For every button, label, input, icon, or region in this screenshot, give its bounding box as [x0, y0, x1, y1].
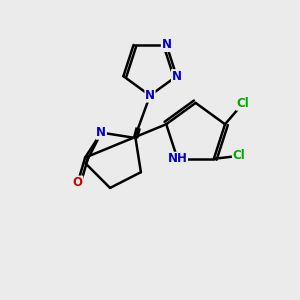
Text: N: N [172, 70, 182, 83]
Text: N: N [161, 38, 171, 51]
Text: N: N [145, 89, 155, 102]
Text: N: N [96, 126, 106, 139]
Text: NH: NH [167, 152, 188, 165]
Text: Cl: Cl [236, 97, 249, 110]
Text: Cl: Cl [232, 149, 245, 162]
Text: O: O [73, 176, 83, 189]
